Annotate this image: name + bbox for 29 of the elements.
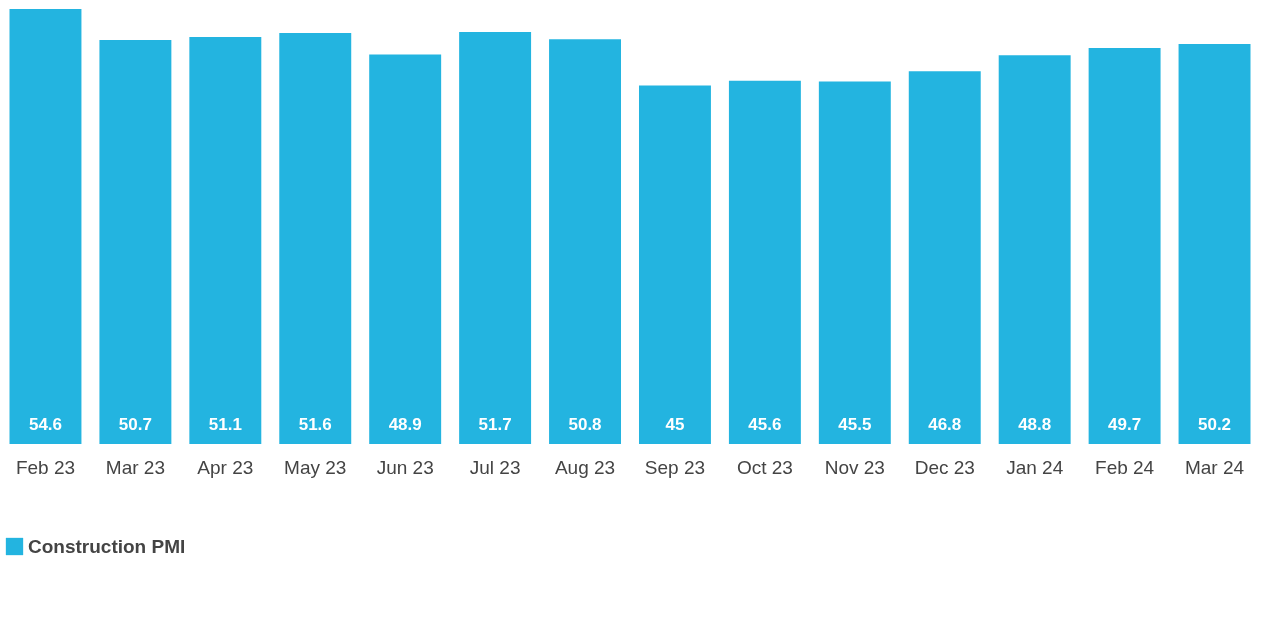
x-tick-label: Jul 23 xyxy=(469,456,521,478)
data-label: 51.7 xyxy=(478,415,512,434)
x-tick-label: Jun 23 xyxy=(376,456,434,478)
data-label: 54.6 xyxy=(28,415,63,434)
x-tick-label: Jan 24 xyxy=(1006,456,1064,478)
legend-label: Construction PMI xyxy=(28,535,186,557)
data-label: 51.1 xyxy=(208,415,242,434)
x-tick-label: Feb 24 xyxy=(1095,456,1155,478)
data-label: 50.7 xyxy=(118,415,152,434)
data-label: 45.6 xyxy=(748,415,782,434)
data-label: 50.2 xyxy=(1197,415,1232,434)
x-tick-label: Feb 23 xyxy=(15,456,76,478)
x-tick-label: Dec 23 xyxy=(914,456,975,478)
x-tick-label: May 23 xyxy=(284,456,347,478)
x-tick-label: Nov 23 xyxy=(824,456,885,478)
data-label: 45 xyxy=(665,415,685,434)
x-tick-label: Apr 23 xyxy=(197,456,254,478)
data-label: 46.8 xyxy=(928,415,962,434)
data-label: 48.8 xyxy=(1018,415,1052,434)
data-label: 48.9 xyxy=(388,415,422,434)
data-label: 45.5 xyxy=(838,415,872,434)
data-label: 50.8 xyxy=(568,415,602,434)
x-tick-label: Aug 23 xyxy=(554,456,616,478)
x-tick-label: Mar 24 xyxy=(1184,456,1245,478)
x-tick-label: Oct 23 xyxy=(736,456,793,478)
x-tick-label: Sep 23 xyxy=(644,456,706,478)
x-tick-label: Mar 23 xyxy=(105,456,165,478)
data-label: 49.7 xyxy=(1108,415,1142,434)
data-label: 51.6 xyxy=(298,415,332,434)
